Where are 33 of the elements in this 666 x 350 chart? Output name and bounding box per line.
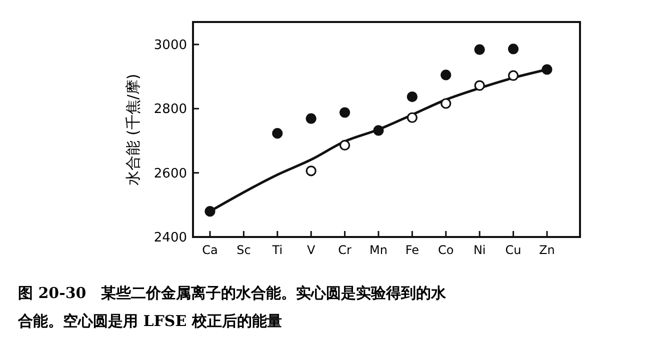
point: [340, 107, 350, 118]
x-tick-label: Ca: [202, 243, 218, 257]
x-tick-label: Ni: [473, 243, 486, 257]
y-tick-label: 3000: [154, 38, 187, 54]
x-tick-label: Ti: [271, 243, 283, 257]
point: [373, 125, 384, 136]
point: [272, 128, 283, 139]
point: [474, 80, 485, 91]
x-tick-label: V: [306, 243, 316, 257]
point: [306, 166, 316, 176]
point: [406, 91, 418, 102]
y-axis-title: 水合能 (千焦/摩): [124, 74, 142, 186]
point: [204, 206, 216, 217]
y-tick-label: 2400: [154, 230, 187, 246]
point: [406, 112, 418, 123]
x-tick-label: Zn: [539, 243, 555, 257]
x-tick-label: Cr: [338, 243, 352, 257]
point: [440, 70, 452, 80]
point: [440, 98, 452, 109]
point: [306, 113, 316, 124]
y-tick-label: 2800: [154, 102, 187, 118]
x-tick-label: Co: [438, 243, 454, 257]
x-tick-label: Fe: [405, 243, 420, 257]
x-tick-label: Sc: [236, 243, 251, 257]
point: [340, 140, 350, 151]
point: [474, 44, 485, 55]
caption: 图 20-30 某些二价金属离子的水合能。实心圆是实验得到的水合能。空心圆是用 LFSE 校正后的能量: [17, 284, 448, 330]
point: [508, 44, 519, 54]
point: [542, 64, 552, 75]
point: [508, 70, 519, 81]
y-tick-label: 2600: [154, 166, 187, 182]
x-tick-label: Mn: [370, 243, 388, 257]
x-tick-label: Cu: [505, 243, 522, 257]
